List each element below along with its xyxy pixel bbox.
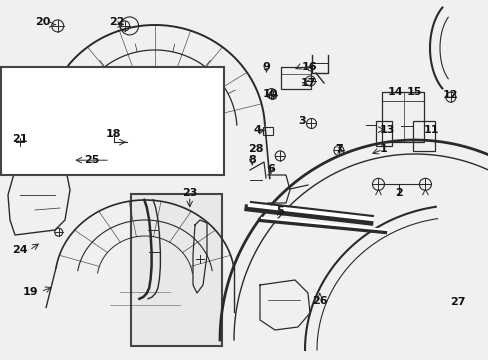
Text: 26: 26 xyxy=(311,296,327,306)
Text: 2: 2 xyxy=(394,188,402,198)
Text: 28: 28 xyxy=(247,144,263,154)
Text: 19: 19 xyxy=(23,287,39,297)
Text: 16: 16 xyxy=(301,62,316,72)
Text: 14: 14 xyxy=(386,87,402,97)
Bar xyxy=(131,194,221,346)
Bar xyxy=(375,121,391,145)
Text: 27: 27 xyxy=(449,297,465,307)
Text: 21: 21 xyxy=(12,134,27,144)
Bar xyxy=(263,127,272,135)
Text: 11: 11 xyxy=(423,125,438,135)
Text: 1: 1 xyxy=(379,144,387,154)
Text: 18: 18 xyxy=(106,129,122,139)
Text: 7: 7 xyxy=(334,144,342,154)
Text: 9: 9 xyxy=(262,62,270,72)
Bar xyxy=(412,121,434,150)
Text: 25: 25 xyxy=(84,155,100,165)
Text: 23: 23 xyxy=(182,188,197,198)
Text: 5: 5 xyxy=(276,206,284,216)
Text: 4: 4 xyxy=(253,125,261,135)
Text: 20: 20 xyxy=(35,17,51,27)
Bar xyxy=(382,92,424,142)
Text: 6: 6 xyxy=(266,164,274,174)
Text: 10: 10 xyxy=(262,89,278,99)
Text: 17: 17 xyxy=(300,78,315,88)
Text: 12: 12 xyxy=(442,90,458,100)
Text: 8: 8 xyxy=(248,155,256,165)
Text: 13: 13 xyxy=(379,125,395,135)
Text: 15: 15 xyxy=(406,87,422,97)
Text: 22: 22 xyxy=(109,17,125,27)
Bar xyxy=(1,67,224,175)
Text: 24: 24 xyxy=(12,245,27,255)
Bar xyxy=(281,67,310,89)
Text: 3: 3 xyxy=(298,116,305,126)
